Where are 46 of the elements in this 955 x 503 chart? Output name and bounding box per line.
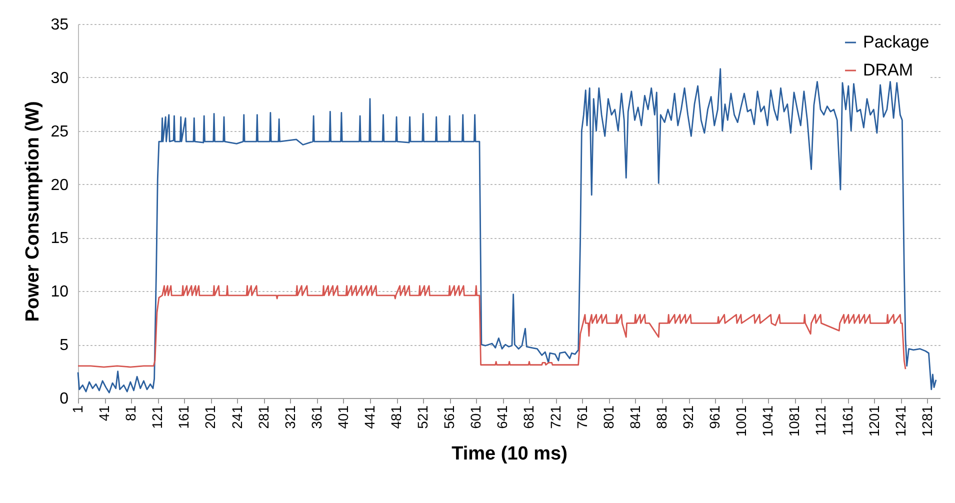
y-tick-label: 25 xyxy=(50,123,69,140)
legend-label: DRAM xyxy=(863,60,914,80)
y-tick-label: 5 xyxy=(60,337,69,354)
x-tick-label: 521 xyxy=(414,405,431,429)
x-tick-label: 721 xyxy=(547,405,564,429)
x-tick-label: 1081 xyxy=(786,405,802,437)
x-tick-label: 1 xyxy=(70,405,86,414)
x-tick-label: 201 xyxy=(202,405,218,429)
x-axis-title: Time (10 ms) xyxy=(452,444,568,465)
x-tick-label: 161 xyxy=(176,405,192,429)
x-tick-label: 961 xyxy=(706,405,723,429)
y-tick-label: 15 xyxy=(50,230,69,248)
x-tick-label: 401 xyxy=(334,405,351,429)
x-tick-label: 801 xyxy=(600,405,616,429)
x-tick-label: 561 xyxy=(441,405,458,429)
x-tick-label: 281 xyxy=(255,405,272,429)
x-tick-label: 1041 xyxy=(760,405,776,437)
x-tick-label: 921 xyxy=(680,405,696,429)
x-tick-label: 1241 xyxy=(892,405,908,437)
x-tick-label: 681 xyxy=(520,405,537,429)
x-tick-label: 121 xyxy=(149,405,166,429)
legend-label: Package xyxy=(863,32,930,52)
x-tick-label: 441 xyxy=(361,405,378,429)
x-tick-label: 41 xyxy=(96,405,112,422)
x-tick-label: 601 xyxy=(468,405,484,429)
x-tick-label: 1001 xyxy=(733,405,750,437)
x-tick-label: 641 xyxy=(494,405,510,429)
x-tick-label: 1161 xyxy=(839,405,856,436)
x-tick-label: 1201 xyxy=(866,405,882,437)
y-tick-label: 35 xyxy=(50,16,69,34)
y-tick-label: 20 xyxy=(50,176,69,194)
y-tick-label: 10 xyxy=(50,284,69,301)
x-tick-label: 481 xyxy=(388,405,404,429)
x-tick-label: 1121 xyxy=(812,405,829,436)
y-tick-label: 0 xyxy=(60,390,69,408)
x-tick-label: 321 xyxy=(282,405,298,429)
x-tick-label: 241 xyxy=(228,405,245,429)
x-tick-label: 81 xyxy=(122,405,139,422)
y-axis-title: Power Consumption (W) xyxy=(22,101,44,322)
line-series xyxy=(77,285,906,370)
x-tick-label: 1281 xyxy=(918,405,935,437)
x-tick-label: 881 xyxy=(653,405,670,429)
x-tick-label: 841 xyxy=(626,405,643,429)
x-tick-label: 761 xyxy=(574,405,590,429)
x-tick-label: 361 xyxy=(308,405,324,429)
y-tick-label: 30 xyxy=(50,70,69,87)
